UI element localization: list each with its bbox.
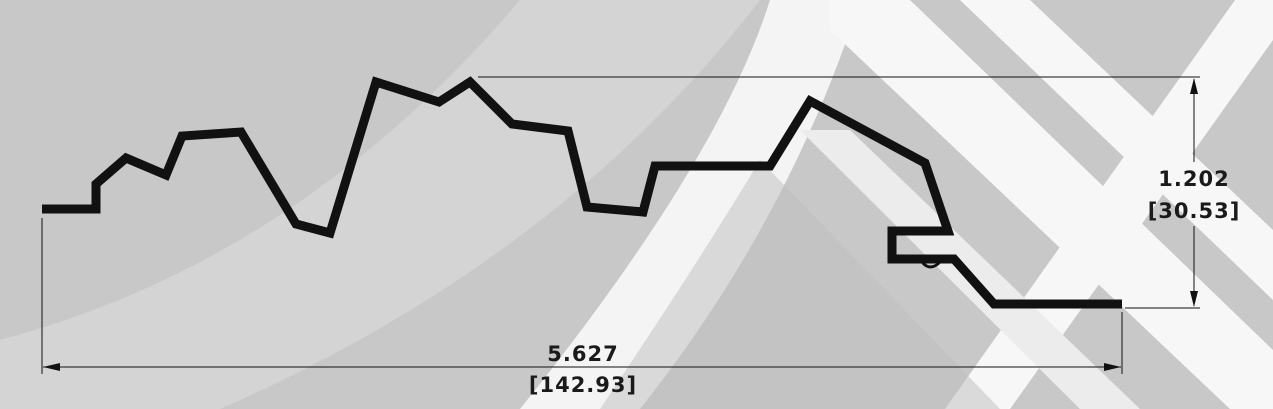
- watermark-stripe-4: [800, 130, 1140, 409]
- width-dimension: 5.627 [142.93]: [41, 218, 1123, 397]
- width-arrow-left: [43, 363, 60, 371]
- watermark-crescent: [0, 0, 760, 409]
- profile-bead: [920, 260, 942, 269]
- width-value-imperial: 5.627: [547, 342, 618, 366]
- molding-profile-outline: [42, 76, 1122, 309]
- width-arrow-right: [1104, 363, 1121, 371]
- width-value-metric: [142.93]: [529, 373, 637, 397]
- height-dimension: 1.202 [30.53]: [478, 76, 1241, 309]
- watermark-shade: [600, 160, 1000, 409]
- height-arrow-top: [1190, 78, 1198, 94]
- height-arrow-bottom: [1190, 291, 1198, 307]
- height-value-metric: [30.53]: [1148, 199, 1241, 223]
- watermark-arc: [520, 0, 860, 409]
- watermark-stripe-2: [960, 0, 1273, 300]
- watermark-stripe-1: [830, 0, 1273, 409]
- height-value-imperial: 1.202: [1158, 167, 1229, 191]
